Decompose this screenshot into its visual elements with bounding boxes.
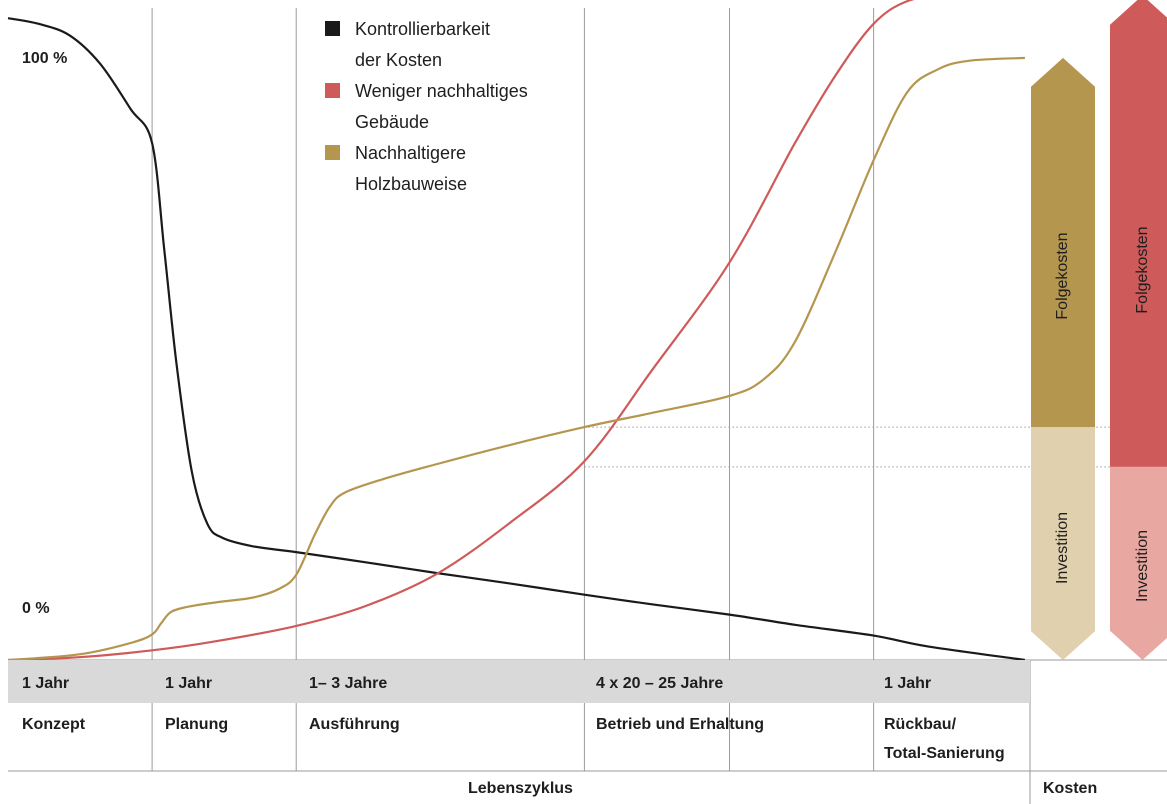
- phase-name-line: Rückbau/: [884, 716, 957, 733]
- phase-name-line: Total-Sanierung: [884, 745, 1005, 762]
- arrow-label-follow-costs: Folgekosten: [1134, 226, 1151, 314]
- arrow-label-follow-costs: Folgekosten: [1054, 232, 1071, 320]
- arrow-label-investment: Investition: [1134, 529, 1151, 603]
- legend-label: Gebäude: [355, 112, 430, 132]
- cost-arrow-follow-costs-segment: [1110, 0, 1167, 467]
- legend-label: Weniger nachhaltiges: [355, 81, 528, 101]
- legend-item-less-sustainable: Weniger nachhaltiges Gebäude: [325, 76, 528, 138]
- legend-swatch: [325, 145, 340, 160]
- phase-duration: 1 Jahr: [165, 675, 213, 692]
- legend-label: Nachhaltigere: [355, 143, 467, 163]
- legend-swatch: [325, 21, 340, 36]
- cost-arrow-follow-costs-segment: [1031, 57, 1095, 428]
- phase-name: Betrieb und Erhaltung: [596, 710, 764, 739]
- legend-label: der Kosten: [355, 50, 443, 70]
- series-timber-line: [7, 56, 1025, 662]
- phase-duration: 4 x 20 – 25 Jahre: [596, 675, 724, 692]
- phase-duration: 1– 3 Jahre: [309, 675, 388, 692]
- legend: Kontrollierbarkeit der Kosten Weniger na…: [325, 14, 528, 200]
- phase-name: Rückbau/ Total-Sanierung: [884, 710, 1005, 768]
- phase-duration: 1 Jahr: [22, 675, 70, 692]
- phase-name: Konzept: [22, 710, 85, 739]
- legend-item-cost-control: Kontrollierbarkeit der Kosten: [325, 14, 528, 76]
- y-bottom-label: 0 %: [22, 600, 50, 617]
- series-cost-control-line: [7, 17, 1026, 662]
- duration-band: [8, 660, 1030, 703]
- legend-item-timber: Nachhaltigere Holzbauweise: [325, 138, 528, 200]
- arrow-label-investment: Investition: [1054, 511, 1071, 585]
- phase-name: Ausführung: [309, 710, 400, 739]
- phase-duration: 1 Jahr: [884, 675, 932, 692]
- series-less-sustainable-line: [7, 0, 915, 662]
- legend-label: Holzbauweise: [355, 174, 468, 194]
- legend-label: Kontrollierbarkeit: [355, 19, 491, 39]
- phase-name-line: Ausführung: [309, 716, 400, 733]
- cost-arrow-investment-segment: [1031, 427, 1095, 660]
- costs-label: Kosten: [1043, 780, 1098, 797]
- legend-swatch: [325, 83, 340, 98]
- y-top-label: 100 %: [22, 50, 68, 67]
- phase-name-line: Konzept: [22, 716, 86, 733]
- phase-name: Planung: [165, 710, 228, 739]
- phase-name-line: Planung: [165, 716, 229, 733]
- lifecycle-label: Lebenszyklus: [468, 780, 573, 797]
- cost-arrow-investment-segment: [1110, 466, 1167, 660]
- phase-name-line: Betrieb und Erhaltung: [596, 716, 764, 733]
